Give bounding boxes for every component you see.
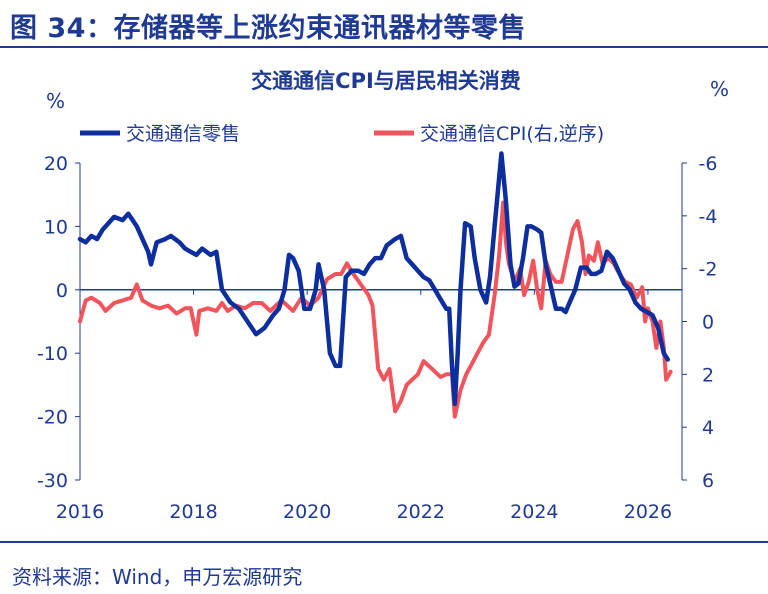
legend-label-retail: 交通通信零售 xyxy=(126,123,240,145)
right-tick-label: 6 xyxy=(702,470,714,492)
title-rule xyxy=(0,46,768,48)
x-tick-label: 2018 xyxy=(169,501,217,523)
series-lines xyxy=(77,151,673,419)
x-tick-label: 2022 xyxy=(397,501,445,523)
series-line-cpi xyxy=(78,200,673,419)
right-tick-label: 0 xyxy=(702,312,714,334)
right-tick-label: 2 xyxy=(702,364,714,386)
left-tick-label: 10 xyxy=(44,216,68,238)
chart-title: 交通通信CPI与居民相关消费 xyxy=(251,69,521,93)
right-tick-label: -4 xyxy=(699,206,718,228)
x-tick-label: 2024 xyxy=(510,501,558,523)
legend-label-cpi: 交通通信CPI(右,逆序) xyxy=(420,123,604,145)
source-note: 资料来源：Wind，申万宏源研究 xyxy=(12,565,303,589)
x-tick-label: 2026 xyxy=(624,501,672,523)
source-rule xyxy=(0,541,768,543)
right-axis-unit: % xyxy=(710,77,729,101)
left-tick-label: -30 xyxy=(37,470,68,492)
left-tick-label: -20 xyxy=(37,407,68,429)
left-tick-label: 0 xyxy=(56,280,68,302)
right-tick-label: 4 xyxy=(702,417,714,439)
right-tick-label: -2 xyxy=(699,259,718,281)
left-axis-unit: % xyxy=(46,89,65,113)
left-tick-label: -10 xyxy=(37,343,68,365)
series-line-retail xyxy=(77,151,671,407)
figure-title: 图 34：存储器等上涨约束通讯器材等零售 xyxy=(10,13,526,44)
x-tick-label: 2016 xyxy=(56,501,104,523)
right-tick-label: -6 xyxy=(699,153,718,175)
x-tick-label: 2020 xyxy=(283,501,331,523)
left-tick-label: 20 xyxy=(44,153,68,175)
